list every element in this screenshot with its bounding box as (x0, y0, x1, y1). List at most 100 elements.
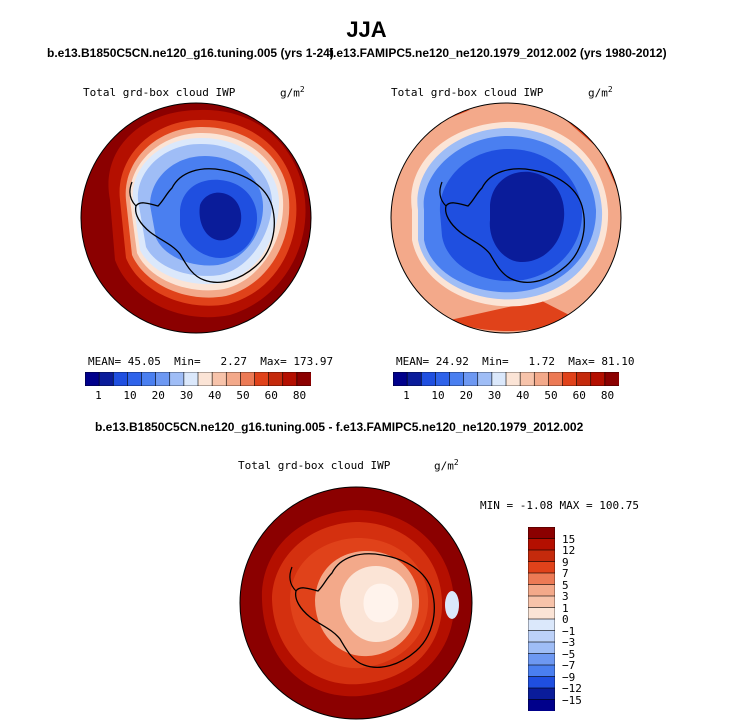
right-peninsula-outline (439, 181, 447, 207)
diff-colorbar-tick-label: 5 (562, 578, 569, 592)
left-colorbar-swatch (254, 372, 270, 386)
right-colorbar-swatch (491, 372, 507, 386)
diff-colorbar-swatch (528, 607, 555, 620)
diff-field-outer (240, 487, 472, 719)
left-colorbar-swatch (211, 372, 228, 386)
diff-peninsula-outline (289, 566, 297, 592)
left-stats: MEAN= 45.05 Min= 2.27 Max= 173.97 (88, 355, 334, 368)
left-colorbar-swatch (197, 372, 213, 386)
diff-colorbar-tick-label: 9 (562, 555, 569, 569)
left-field-orange (119, 119, 297, 306)
right-colorbar-swatch (604, 372, 619, 386)
left-colorbar-swatch (282, 372, 298, 386)
left-field-navy (199, 192, 242, 241)
right-colorbar-swatch (420, 372, 437, 386)
left-colorbar-swatch (225, 372, 242, 386)
right-colorbar-swatch (463, 372, 479, 386)
diff-colorbar-tick-label: 1 (562, 601, 569, 615)
left-colorbar-swatch (85, 372, 100, 386)
right-field-peach (411, 121, 609, 307)
left-field-deep-blue (180, 179, 258, 258)
left-antarctica-outline (134, 168, 275, 283)
diff-field-red (261, 510, 455, 697)
diff-field-red-2 (272, 522, 443, 685)
left-units-label: g/m2 (280, 85, 305, 100)
left-field-light-blue (137, 143, 273, 276)
left-colorbar-tick-label: 80 (292, 389, 307, 402)
diff-colorbar-tick-label: −7 (562, 659, 576, 672)
left-colorbar-tick-label: 60 (264, 389, 278, 402)
diff-colorbar-tick-label: 7 (562, 567, 569, 580)
right-colorbar-swatch (449, 372, 465, 386)
left-colorbar-swatch (183, 372, 199, 386)
right-colorbar-tick-label: 20 (459, 389, 473, 402)
diff-colorbar-swatch (528, 641, 555, 655)
right-field-outer (391, 103, 621, 333)
diff-antarctica-outline (294, 553, 435, 668)
diff-colorbar-swatch (528, 676, 555, 689)
diff-colorbar-swatch (528, 584, 555, 597)
left-field-mid-blue (150, 156, 264, 266)
left-colorbar-swatch (112, 372, 129, 386)
left-colorbar-tick-label: 50 (236, 389, 250, 402)
diff-colorbar-swatch (528, 527, 555, 540)
right-colorbar-tick-label: 30 (487, 389, 502, 402)
left-case-title: b.e13.B1850C5CN.ne120_g16.tuning.005 (yr… (47, 46, 334, 60)
left-map-border (80, 102, 312, 334)
diff-colorbar-swatch (528, 618, 555, 632)
right-case-title: f.e13.FAMIPC5.ne120_ne120.1979_2012.002 … (329, 46, 667, 60)
left-colorbar-swatch (98, 372, 115, 386)
left-field-light-orange (125, 126, 290, 298)
diff-colorbar-swatch (528, 664, 555, 678)
right-colorbar-tick-label: 60 (572, 389, 586, 402)
diff-field-light-orange (315, 550, 420, 657)
left-field-pale-blue (132, 137, 280, 285)
left-colorbar-tick-label: 40 (208, 389, 222, 402)
diff-units-label: g/m2 (434, 458, 459, 473)
right-stats: MEAN= 24.92 Min= 1.72 Max= 81.10 (396, 355, 635, 368)
left-colorbar-tick-label: 30 (179, 389, 194, 402)
left-colorbar-tick-label: 10 (123, 389, 137, 402)
right-colorbar-swatch (505, 372, 521, 386)
left-field-outer (81, 103, 311, 333)
diff-map-border (239, 486, 473, 720)
right-colorbar-tick-label: 1 (403, 389, 410, 402)
left-colorbar-ticks: 1 10 20 30 40 50 60 80 (85, 389, 311, 403)
diff-colorbar-swatch (528, 595, 555, 609)
left-colorbar-swatch (141, 372, 157, 386)
page-title: JJA (346, 17, 387, 42)
diff-field-blue-spot (445, 591, 459, 619)
diff-colorbar-tick-label: −5 (562, 647, 576, 661)
left-colorbar (85, 372, 311, 386)
left-variable-label: Total grd-box cloud IWP (83, 86, 236, 99)
right-field-light-blue (417, 127, 603, 300)
diff-colorbar-tick-label: 3 (562, 590, 569, 603)
diff-colorbar-tick-label: 15 (562, 532, 576, 546)
diff-colorbar-tick-label: 0 (562, 613, 569, 626)
left-colorbar-tick-label: 1 (95, 389, 102, 402)
right-antarctica-outline (444, 168, 585, 283)
right-colorbar (393, 372, 619, 386)
left-peninsula-outline (129, 181, 137, 207)
diff-colorbar-swatch (528, 561, 555, 574)
left-field-red (108, 109, 306, 318)
diff-field-orange (290, 537, 429, 669)
right-colorbar-swatch (406, 372, 423, 386)
diff-colorbar-tick-label: 12 (562, 544, 576, 557)
diff-map-field (240, 487, 472, 719)
diff-colorbar-swatch (528, 538, 555, 551)
right-field-navy (489, 171, 565, 262)
left-colorbar-tick-label: 20 (151, 389, 165, 402)
right-colorbar-swatch (477, 372, 493, 386)
right-colorbar-swatch (393, 372, 408, 386)
right-colorbar-swatch (435, 372, 451, 386)
diff-stats: MIN = -1.08 MAX = 100.75 (480, 499, 639, 512)
right-field-mid-blue (423, 135, 597, 293)
diff-variable-label: Total grd-box cloud IWP (238, 459, 391, 472)
diff-colorbar-swatch (528, 572, 555, 586)
right-colorbar-tick-label: 50 (544, 389, 558, 402)
diff-colorbar-swatch (528, 687, 555, 701)
left-colorbar-swatch (127, 372, 143, 386)
right-field-orange-patch-3 (450, 300, 575, 332)
diff-colorbar-swatch (528, 630, 555, 643)
